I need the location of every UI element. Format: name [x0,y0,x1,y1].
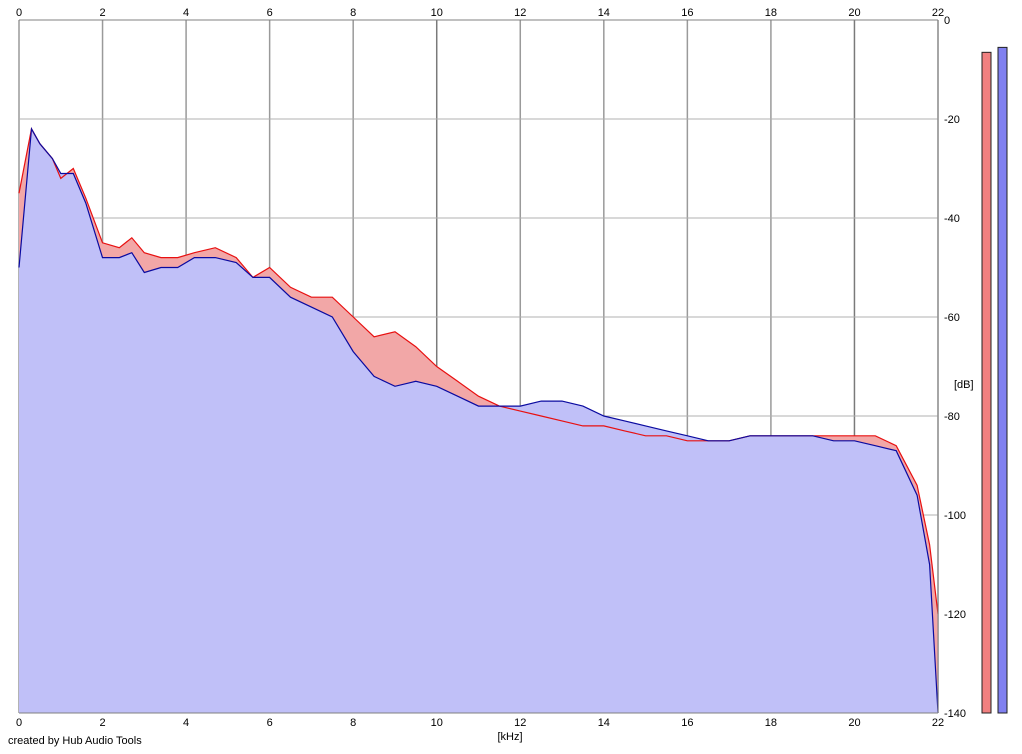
spectrum-lines [18,126,939,714]
blue-spectrum-area [19,128,938,713]
y-tick-label: -40 [944,213,960,225]
x-tick-label-top: 22 [932,7,944,19]
x-tick-label-bottom: 8 [350,717,356,729]
y-axis-label: [dB] [954,379,974,391]
x-tick-label-bottom: 10 [431,717,443,729]
x-tick-label-bottom: 14 [598,717,610,729]
x-tick-label-top: 0 [16,7,22,19]
credit-text: created by Hub Audio Tools [8,735,142,747]
x-tick-label-bottom: 20 [848,717,860,729]
y-tick-label: 0 [944,15,950,27]
x-tick-label-top: 18 [765,7,777,19]
blue-spectrum-line [18,126,939,714]
red-level-meter [981,51,992,714]
x-axis-label: [kHz] [497,731,522,743]
y-tick-label: -80 [944,411,960,423]
x-tick-label-bottom: 6 [267,717,273,729]
x-tick-label-top: 6 [267,7,273,19]
x-tick-label-top: 14 [598,7,610,19]
x-tick-label-top: 20 [848,7,860,19]
y-axis-ticks: 0 -20 -40 -60 -80 -100 -120 -140 [944,15,966,720]
x-tick-label-bottom: 12 [514,717,526,729]
y-tick-label: -100 [944,510,966,522]
x-tick-label-top: 4 [183,7,189,19]
x-tick-label-top: 12 [514,7,526,19]
y-tick-label: -120 [944,609,966,621]
y-tick-label: -60 [944,312,960,324]
x-tick-label-top: 16 [681,7,693,19]
x-tick-label-top: 2 [99,7,105,19]
x-tick-label-bottom: 16 [681,717,693,729]
spectrum-areas [19,128,938,713]
x-tick-label-top: 8 [350,7,356,19]
level-meters [981,46,1008,714]
x-tick-label-bottom: 18 [765,717,777,729]
plot-axis [19,19,939,714]
y-tick-label: -140 [944,708,966,720]
x-tick-label-bottom: 22 [932,717,944,729]
y-tick-label: -20 [944,114,960,126]
x-tick-label-bottom: 0 [16,717,22,729]
blue-level-meter [997,46,1008,714]
x-tick-label-bottom: 4 [183,717,189,729]
x-tick-label-top: 10 [431,7,443,19]
x-tick-label-bottom: 2 [99,717,105,729]
